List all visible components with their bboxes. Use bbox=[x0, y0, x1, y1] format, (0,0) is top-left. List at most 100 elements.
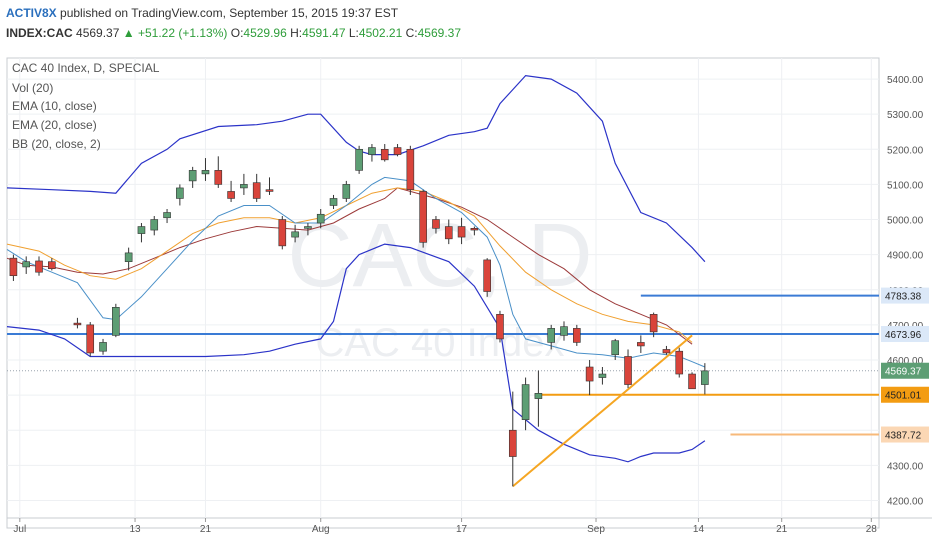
candle-body bbox=[73, 322, 82, 326]
candle-body bbox=[252, 182, 261, 199]
price-level-tag bbox=[881, 326, 929, 343]
high-label: H: bbox=[290, 26, 303, 40]
candle-body bbox=[457, 226, 466, 238]
candle-body bbox=[240, 184, 248, 189]
candle-body bbox=[99, 342, 107, 352]
time-axis: Jul 13 21 Aug 17 Sep 14 21 28 bbox=[13, 518, 877, 535]
candle-body bbox=[547, 328, 555, 343]
y-tick-label: 5300.00 bbox=[887, 110, 924, 121]
candle-body bbox=[649, 314, 658, 333]
price-level-label: 4673.96 bbox=[885, 330, 922, 341]
x-tick-label: Aug bbox=[312, 524, 330, 535]
price-level-label: 4501.01 bbox=[885, 391, 922, 402]
candle-body bbox=[304, 226, 312, 229]
candle-body bbox=[573, 328, 581, 343]
ohlc-line: INDEX:CAC 4569.37 ▲ +51.22 (+1.13%) O:45… bbox=[6, 26, 461, 40]
candle-body bbox=[688, 373, 696, 390]
y-tick-label: 5100.00 bbox=[887, 180, 924, 191]
candle-body bbox=[35, 260, 43, 273]
candle-body bbox=[444, 226, 453, 240]
horizontal-lines bbox=[7, 294, 879, 436]
candle-body bbox=[496, 314, 504, 340]
candle-body bbox=[150, 219, 159, 231]
legend-item: BB (20, close, 2) bbox=[12, 137, 101, 151]
close-value: 4569.37 bbox=[417, 26, 462, 40]
grid bbox=[7, 58, 879, 518]
candle-body bbox=[662, 349, 671, 354]
legend-item: EMA (20, close) bbox=[12, 118, 97, 132]
candle-body bbox=[9, 257, 18, 277]
candle-body bbox=[380, 148, 389, 161]
y-tick-label: 4600.00 bbox=[887, 356, 924, 367]
candle-body bbox=[265, 189, 274, 192]
candle-body bbox=[137, 226, 146, 234]
bb-lower-line bbox=[6, 243, 706, 463]
candle-body bbox=[201, 170, 210, 175]
candle-body bbox=[508, 429, 517, 457]
watermark-sub: CAC 40 Index bbox=[315, 321, 564, 365]
candle-body bbox=[188, 170, 197, 182]
y-tick-label: 4200.00 bbox=[887, 496, 924, 507]
x-tick-label: Jul bbox=[13, 524, 26, 535]
y-tick-label: 5000.00 bbox=[887, 216, 924, 227]
author-link[interactable]: ACTIV8X bbox=[6, 6, 57, 20]
x-tick-label: 13 bbox=[129, 524, 141, 535]
candle-body bbox=[534, 393, 543, 399]
candle-body bbox=[560, 326, 568, 336]
candle-body bbox=[86, 324, 95, 354]
candle-body bbox=[227, 191, 235, 199]
x-tick-label: 17 bbox=[456, 524, 468, 535]
candle-body bbox=[637, 342, 645, 347]
legend-item: EMA (10, close) bbox=[12, 99, 97, 113]
change-value: +51.22 (+1.13%) bbox=[137, 26, 228, 40]
ema20-line bbox=[6, 187, 693, 343]
y-tick-label: 5400.00 bbox=[887, 75, 924, 86]
y-tick-label: 5200.00 bbox=[887, 145, 924, 156]
candle-body bbox=[598, 373, 607, 378]
legend-item: Vol (20) bbox=[12, 81, 53, 95]
last-price-tag bbox=[881, 362, 929, 379]
candle-body bbox=[406, 148, 415, 190]
candle-body bbox=[585, 366, 594, 382]
y-tick-label: 4300.00 bbox=[887, 461, 924, 472]
symbol-label: INDEX:CAC bbox=[6, 26, 73, 40]
legend: CAC 40 Index, D, SPECIAL Vol (20) EMA (1… bbox=[12, 61, 160, 151]
bb-basis-line bbox=[6, 187, 693, 345]
last-price-label: 4569.37 bbox=[885, 367, 922, 378]
y-tick-label: 4900.00 bbox=[887, 251, 924, 262]
candle-body bbox=[329, 198, 338, 206]
x-tick-label: 21 bbox=[200, 524, 212, 535]
candle-body bbox=[342, 184, 351, 199]
x-tick-label: 21 bbox=[776, 524, 788, 535]
open-label: O: bbox=[230, 26, 244, 40]
candle-body bbox=[22, 261, 31, 268]
candle-body bbox=[611, 340, 620, 356]
candle-body bbox=[419, 191, 427, 243]
x-tick-label: Sep bbox=[587, 524, 605, 535]
trend-line bbox=[512, 334, 693, 488]
close-label: C: bbox=[405, 26, 418, 40]
candle-body bbox=[176, 187, 184, 199]
candle-body bbox=[291, 231, 299, 238]
ema10-line bbox=[6, 176, 706, 368]
price-level-label: 4783.38 bbox=[885, 292, 922, 303]
candle-body bbox=[355, 148, 363, 171]
candles bbox=[9, 144, 709, 487]
price-value: 4569.37 bbox=[76, 26, 120, 40]
candle-body bbox=[48, 261, 56, 269]
x-tick-label: 28 bbox=[866, 524, 878, 535]
chart-header: ACTIV8X published on TradingView.com, Se… bbox=[0, 0, 932, 48]
high-value: 4591.47 bbox=[302, 26, 346, 40]
price-chart[interactable]: CAC, D CAC 40 Index 5400.00 5300.00 5200.0… bbox=[0, 48, 932, 550]
candle-body bbox=[432, 219, 440, 229]
candle-body bbox=[624, 356, 632, 385]
low-value: 4502.21 bbox=[358, 26, 403, 40]
open-value: 4529.96 bbox=[243, 26, 287, 40]
price-level-tag bbox=[881, 426, 929, 443]
price-level-tag bbox=[881, 386, 929, 403]
publish-line: ACTIV8X published on TradingView.com, Se… bbox=[6, 6, 398, 20]
price-axis: 5400.00 5300.00 5200.00 5100.00 5000.00 4900.… bbox=[881, 75, 929, 507]
candle-body bbox=[316, 213, 325, 224]
candle-body bbox=[701, 370, 709, 385]
up-arrow-icon: ▲ bbox=[122, 26, 135, 40]
